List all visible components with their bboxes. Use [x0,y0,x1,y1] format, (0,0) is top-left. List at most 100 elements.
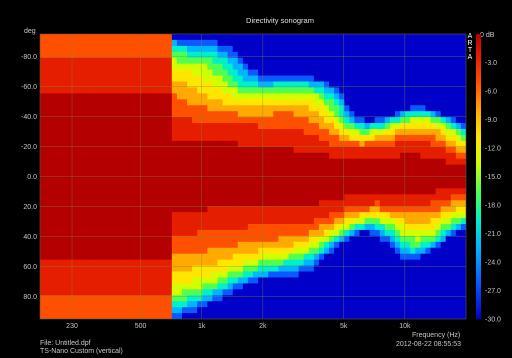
sonogram-cell [268,146,274,154]
sonogram-cell [303,39,310,47]
sonogram-cell [55,105,61,112]
sonogram-cell [171,39,178,47]
sonogram-cell [354,307,360,314]
sonogram-cell [318,229,325,237]
sonogram-cell [425,247,431,255]
sonogram-cell [146,51,152,59]
sonogram-cell [242,45,249,53]
sonogram-cell [349,200,355,207]
sonogram-cell [212,295,218,302]
sonogram-cell [283,51,289,59]
sonogram-cell [349,241,355,249]
sonogram-cell [455,39,462,47]
sonogram-cell [420,194,426,201]
sonogram-cell [395,235,401,243]
sonogram-cell [105,301,112,308]
sonogram-cell [60,99,66,106]
sonogram-cell [232,146,239,154]
sonogram-cell [50,235,56,243]
sonogram-cell [136,188,142,195]
sonogram-cell [298,170,305,177]
sonogram-cell [242,265,249,272]
sonogram-cell [65,194,71,201]
sonogram-cell [425,170,431,177]
sonogram-cell [60,63,66,71]
sonogram-cell [455,277,462,284]
sonogram-cell [288,57,294,65]
sonogram-cell [283,224,289,231]
sonogram-cell [445,253,452,261]
sonogram-cell [374,123,381,130]
sonogram-cell [278,164,284,171]
sonogram-cell [80,34,87,41]
sonogram-cell [70,265,76,272]
sonogram-cell [232,265,239,272]
sonogram-cell [344,117,350,124]
sonogram-cell [268,253,274,261]
sonogram-cell [166,170,173,177]
sonogram-cell [460,164,466,171]
sonogram-cell [45,81,51,88]
sonogram-cell [369,295,376,302]
sonogram-cell [222,271,229,278]
sonogram-cell [131,75,137,82]
sonogram-cell [161,93,168,100]
sonogram-cell [344,301,350,308]
sonogram-cell [329,152,335,160]
sonogram-cell [405,271,411,278]
sonogram-cell [187,63,193,71]
sonogram-cell [293,307,300,314]
sonogram-cell [415,81,421,88]
sonogram-cell [334,313,340,319]
sonogram-cell [308,57,315,65]
sonogram-cell [75,194,81,201]
sonogram-cell [55,176,61,183]
sonogram-cell [369,235,376,243]
sonogram-cell [85,253,92,261]
sonogram-cell [227,81,234,88]
sonogram-cell [222,93,229,100]
sonogram-cell [395,57,401,65]
sonogram-cell [182,200,188,207]
sonogram-cell [40,129,46,136]
sonogram-cell [263,277,269,284]
sonogram-cell [410,99,416,106]
sonogram-cell [187,69,193,76]
sonogram-cell [420,123,426,130]
sonogram-cell [202,247,208,255]
sonogram-cell [95,188,102,195]
sonogram-cell [45,63,51,71]
sonogram-cell [374,295,381,302]
sonogram-cell [445,34,452,41]
sonogram-cell [324,146,330,154]
sonogram-cell [232,277,239,284]
sonogram-cell [70,57,76,65]
sonogram-cell [85,235,92,243]
sonogram-cell [425,218,431,225]
sonogram-cell [329,93,335,100]
sonogram-cell [176,69,183,76]
sonogram-cell [450,51,457,59]
sonogram-cell [45,247,51,255]
sonogram-cell [359,134,365,142]
sonogram-cell [100,129,107,136]
sonogram-cell [420,295,426,302]
sonogram-cell [405,111,411,118]
sonogram-cell [298,176,305,183]
sonogram-cell [65,212,71,219]
sonogram-cell [247,111,254,118]
sonogram-cell [430,265,436,272]
sonogram-cell [207,152,213,160]
sonogram-cell [65,63,71,71]
sonogram-cell [202,229,208,237]
sonogram-cell [384,158,391,166]
sonogram-cell [318,289,325,296]
sonogram-cell [70,253,76,261]
sonogram-cell [273,69,279,76]
sonogram-cell [425,301,431,308]
sonogram-cell [400,182,406,189]
sonogram-cell [75,295,81,302]
sonogram-cell [430,158,436,166]
sonogram-cell [116,81,122,88]
sonogram-cell [450,212,457,219]
